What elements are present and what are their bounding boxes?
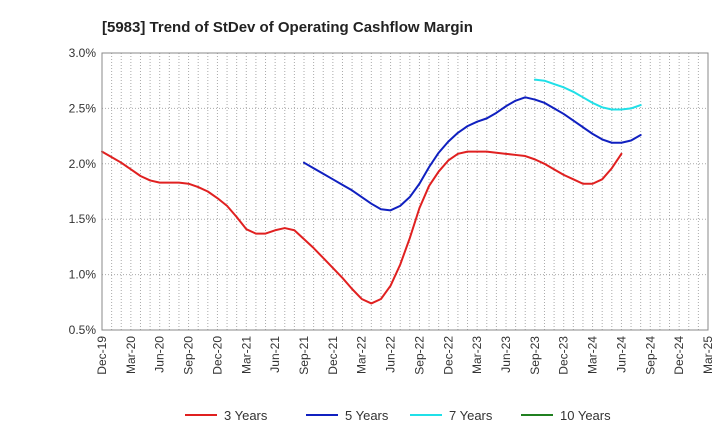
x-tick-label: Mar-24 bbox=[586, 336, 600, 374]
x-tick-label: Dec-20 bbox=[210, 336, 224, 375]
legend-label-10-years: 10 Years bbox=[560, 408, 611, 423]
y-tick-label: 0.5% bbox=[69, 323, 97, 337]
x-tick-label: Sep-24 bbox=[643, 336, 657, 375]
x-tick-label: Sep-20 bbox=[182, 336, 196, 375]
x-tick-label: Mar-22 bbox=[355, 336, 369, 374]
x-tick-label: Dec-19 bbox=[95, 336, 109, 375]
x-tick-label: Sep-23 bbox=[528, 336, 542, 375]
series-line-7-years bbox=[533, 78, 642, 111]
y-tick-label: 1.0% bbox=[69, 268, 97, 282]
plot-frame bbox=[101, 52, 709, 331]
x-tick-label: Jun-22 bbox=[384, 336, 398, 373]
series-line-3-years bbox=[101, 150, 623, 305]
x-tick-label: Mar-25 bbox=[701, 336, 715, 374]
x-tick-label: Jun-20 bbox=[153, 336, 167, 373]
grid bbox=[102, 52, 708, 331]
series-line-5-years bbox=[303, 96, 642, 212]
x-tick-label: Dec-21 bbox=[326, 336, 340, 375]
x-tick-label: Mar-23 bbox=[470, 336, 484, 374]
series-lines bbox=[101, 78, 642, 305]
x-tick-label: Mar-21 bbox=[239, 336, 253, 374]
x-axis: Dec-19 Mar-20 Jun-20 Sep-20 Dec-20 Mar-21 Jun-… bbox=[95, 336, 715, 375]
y-axis: 0.5% 1.0% 1.5% 2.0% 2.5% 3.0% bbox=[69, 46, 97, 337]
x-tick-label: Mar-20 bbox=[124, 336, 138, 374]
y-tick-label: 2.0% bbox=[69, 157, 97, 171]
legend-label-5-years: 5 Years bbox=[345, 408, 389, 423]
x-tick-label: Jun-21 bbox=[268, 336, 282, 373]
x-tick-label: Sep-22 bbox=[412, 336, 426, 375]
legend-label-7-years: 7 Years bbox=[449, 408, 493, 423]
x-tick-label: Dec-22 bbox=[441, 336, 455, 375]
legend-label-3-years: 3 Years bbox=[224, 408, 268, 423]
y-tick-label: 2.5% bbox=[69, 101, 97, 115]
x-tick-label: Sep-21 bbox=[297, 336, 311, 375]
legend: 3 Years 5 Years 7 Years 10 Years bbox=[185, 408, 611, 423]
chart-title: [5983] Trend of StDev of Operating Cashf… bbox=[102, 19, 473, 36]
x-tick-label: Dec-23 bbox=[557, 336, 571, 375]
x-tick-label: Dec-24 bbox=[672, 336, 686, 375]
x-tick-label: Jun-24 bbox=[614, 336, 628, 373]
y-tick-label: 1.5% bbox=[69, 212, 97, 226]
x-tick-label: Jun-23 bbox=[499, 336, 513, 373]
y-tick-label: 3.0% bbox=[69, 46, 97, 60]
